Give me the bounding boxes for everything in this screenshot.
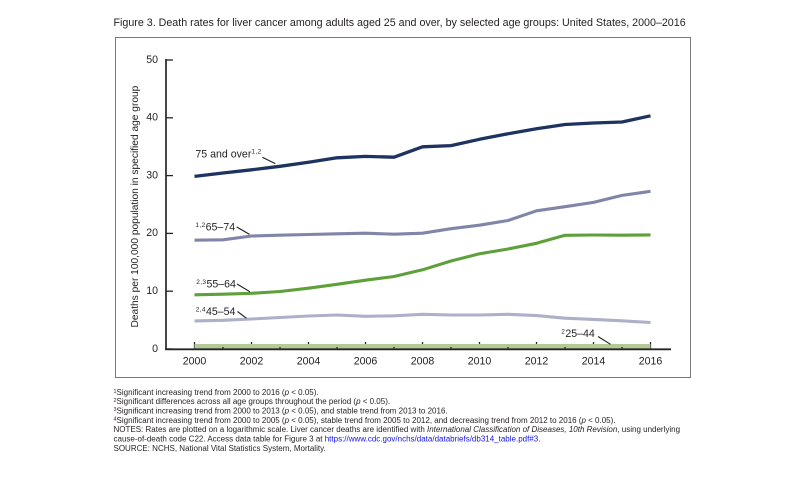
svg-text:2002: 2002 [240,356,264,368]
svg-text:NOTES: Rates are plotted on a: NOTES: Rates are plotted on a logarithmi… [114,425,681,434]
svg-text:10: 10 [146,285,158,297]
svg-text:2016: 2016 [639,356,663,368]
svg-text:2004: 2004 [297,356,321,368]
svg-text:2,445–54: 2,445–54 [196,306,236,318]
svg-text:2012: 2012 [525,356,549,368]
svg-text:40: 40 [146,112,158,124]
svg-text:2Significant differences acros: 2Significant differences across all age … [114,397,391,406]
svg-text:Figure 3. Death rates for live: Figure 3. Death rates for liver cancer a… [114,17,686,29]
svg-text:75 and over1,2: 75 and over1,2 [195,148,261,160]
svg-text:2000: 2000 [183,356,207,368]
svg-text:Deaths per 100,000 population: Deaths per 100,000 population in specifi… [130,85,141,327]
svg-text:50: 50 [146,54,158,66]
svg-text:2006: 2006 [354,356,378,368]
svg-text:3Significant increasing trend: 3Significant increasing trend from 2000 … [114,407,448,416]
svg-text:0: 0 [152,343,158,355]
svg-text:1,265–74: 1,265–74 [195,222,235,234]
svg-text:4Significant increasing trend: 4Significant increasing trend from 2000 … [114,416,616,425]
svg-text:30: 30 [146,169,158,181]
svg-text:2014: 2014 [582,356,606,368]
svg-text:2008: 2008 [411,356,435,368]
svg-text:1Significant increasing trend: 1Significant increasing trend from 2000 … [114,388,319,397]
svg-text:SOURCE: NCHS, National Vital S: SOURCE: NCHS, National Vital Statistics … [114,444,326,453]
svg-text:2010: 2010 [468,356,492,368]
svg-text:225–44: 225–44 [561,328,595,340]
svg-text:cause-of-death code C22. Acces: cause-of-death code C22. Access data tab… [114,434,541,443]
svg-text:20: 20 [146,227,158,239]
svg-text:2,355–64: 2,355–64 [196,279,236,291]
